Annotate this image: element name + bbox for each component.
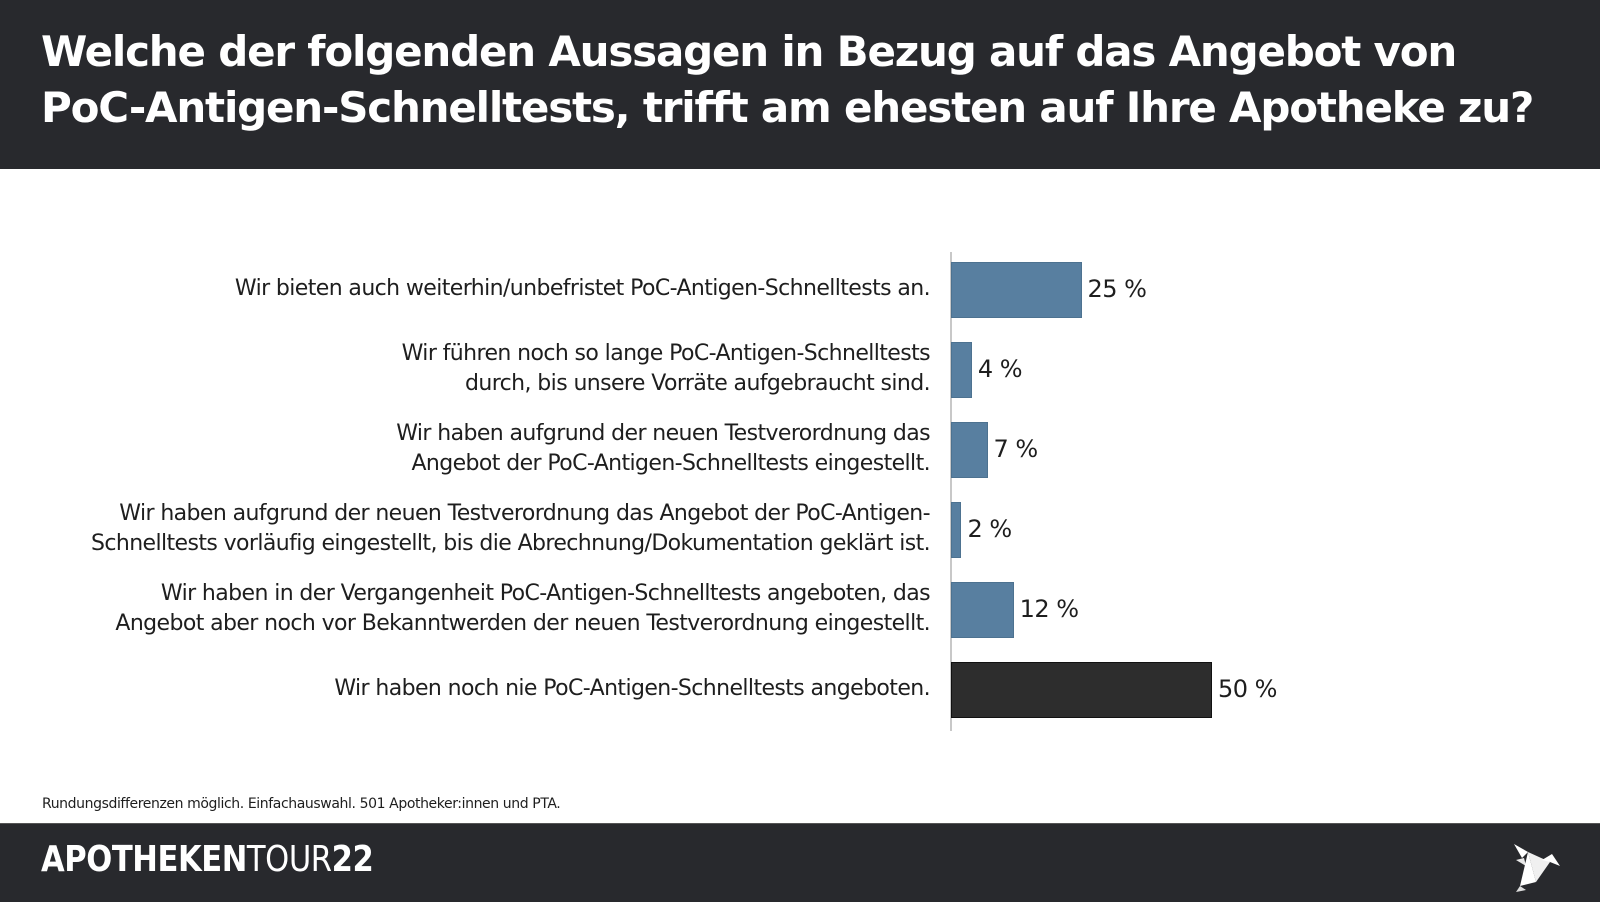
category-label: Wir haben in der Vergangenheit PoC-Antig… [115,579,930,639]
category-label: Wir haben aufgrund der neuen Testverordn… [396,419,930,479]
value-label: 7 % [993,435,1039,463]
category-label-line: Wir haben aufgrund der neuen Testverordn… [119,501,930,526]
chart-title: Welche der folgenden Aussagen in Bezug a… [41,27,1534,132]
category-label: Wir führen noch so lange PoC-Antigen-Sch… [401,339,931,399]
category-label-line: Wir haben in der Vergangenheit PoC-Antig… [160,581,931,606]
value-label: 4 % [977,355,1023,383]
brand-part-2: TOUR [246,839,332,880]
category-label-line: Wir haben aufgrund der neuen Testverordn… [396,421,930,446]
bar [951,662,1212,718]
category-label-line: Wir bieten auch weiterhin/unbefristet Po… [234,276,931,301]
bar [951,582,1014,638]
bar [951,502,962,558]
bar [951,422,988,478]
value-label: 12 % [1019,595,1079,623]
value-label: 2 % [967,515,1012,543]
brand-part-3: 22 [331,839,374,880]
origami-bird-icon [1514,844,1560,892]
category-label: Wir haben noch nie PoC-Antigen-Schnellte… [334,674,930,704]
value-label: 25 % [1087,275,1147,303]
brand-part-1: APOTHEKEN [41,839,247,880]
value-label: 50 % [1218,675,1277,703]
brand-logo-text: APOTHEKENTOUR22 [41,838,374,882]
category-label-line: Angebot aber noch vor Bekanntwerden der … [115,611,930,636]
bar [951,342,972,398]
y-axis-line [950,252,952,731]
category-label-line: Wir haben noch nie PoC-Antigen-Schnellte… [334,676,930,701]
footnote: Rundungsdifferenzen möglich. Einfachausw… [42,796,561,812]
title-banner: Welche der folgenden Aussagen in Bezug a… [0,0,1600,169]
category-label-line: durch, bis unsere Vorräte aufgebraucht s… [465,371,931,396]
category-label: Wir haben aufgrund der neuen Testverordn… [91,499,931,559]
footer-banner: APOTHEKENTOUR22 [0,823,1600,902]
category-label-line: Angebot der PoC-Antigen-Schnelltests ein… [411,451,930,476]
category-label-line: Schnelltests vorläufig eingestellt, bis … [91,531,931,556]
category-label: Wir bieten auch weiterhin/unbefristet Po… [234,274,931,304]
category-label-line: Wir führen noch so lange PoC-Antigen-Sch… [401,341,931,366]
bar [951,262,1082,318]
